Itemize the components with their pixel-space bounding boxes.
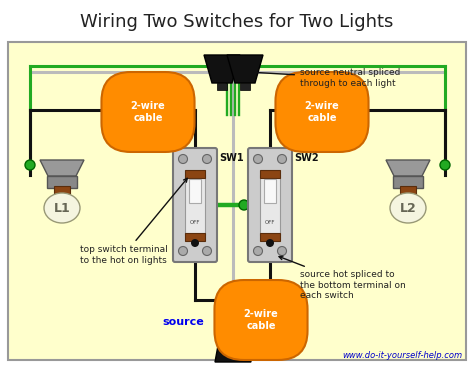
Polygon shape: [204, 55, 240, 83]
FancyBboxPatch shape: [173, 148, 217, 262]
Bar: [260, 233, 280, 241]
Circle shape: [179, 154, 188, 163]
Polygon shape: [386, 160, 430, 176]
Circle shape: [277, 154, 286, 163]
Text: SW1: SW1: [219, 153, 244, 163]
Circle shape: [440, 160, 450, 170]
Text: www.do-it-yourself-help.com: www.do-it-yourself-help.com: [342, 351, 462, 360]
Circle shape: [239, 200, 249, 210]
Text: Wiring Two Switches for Two Lights: Wiring Two Switches for Two Lights: [80, 13, 394, 31]
Text: top switch terminal
to the hot on lights: top switch terminal to the hot on lights: [80, 178, 187, 265]
Circle shape: [202, 247, 211, 256]
Text: 2-wire
cable: 2-wire cable: [305, 101, 339, 123]
FancyBboxPatch shape: [8, 42, 466, 360]
Polygon shape: [40, 160, 84, 176]
Ellipse shape: [44, 193, 80, 223]
Bar: [185, 233, 205, 241]
Text: 2-wire
cable: 2-wire cable: [244, 309, 278, 331]
Text: source hot spliced to
the bottom terminal on
each switch: source hot spliced to the bottom termina…: [279, 256, 406, 300]
Bar: [185, 175, 205, 235]
FancyBboxPatch shape: [248, 148, 292, 262]
Text: SW2: SW2: [294, 153, 319, 163]
Bar: [240, 83, 250, 90]
Circle shape: [179, 247, 188, 256]
Bar: [54, 186, 70, 194]
Circle shape: [202, 154, 211, 163]
Text: OFF: OFF: [190, 220, 200, 226]
Text: L2: L2: [400, 201, 416, 214]
Circle shape: [191, 239, 199, 247]
Circle shape: [254, 154, 263, 163]
Bar: [264, 179, 276, 203]
Circle shape: [277, 247, 286, 256]
Bar: [393, 176, 423, 188]
Bar: [189, 179, 201, 203]
Bar: [260, 175, 280, 235]
Circle shape: [25, 160, 35, 170]
Text: 2-wire
cable: 2-wire cable: [131, 101, 165, 123]
Bar: [260, 170, 280, 178]
Bar: [217, 83, 227, 90]
Bar: [47, 176, 77, 188]
Ellipse shape: [390, 193, 426, 223]
Polygon shape: [227, 55, 263, 83]
Text: L1: L1: [54, 201, 70, 214]
Circle shape: [254, 247, 263, 256]
Bar: [400, 186, 416, 194]
Text: OFF: OFF: [265, 220, 275, 226]
Circle shape: [266, 239, 274, 247]
Polygon shape: [215, 340, 251, 362]
Text: source neutral spliced
through to each light: source neutral spliced through to each l…: [252, 68, 401, 88]
Bar: [185, 170, 205, 178]
Text: source: source: [162, 317, 204, 327]
